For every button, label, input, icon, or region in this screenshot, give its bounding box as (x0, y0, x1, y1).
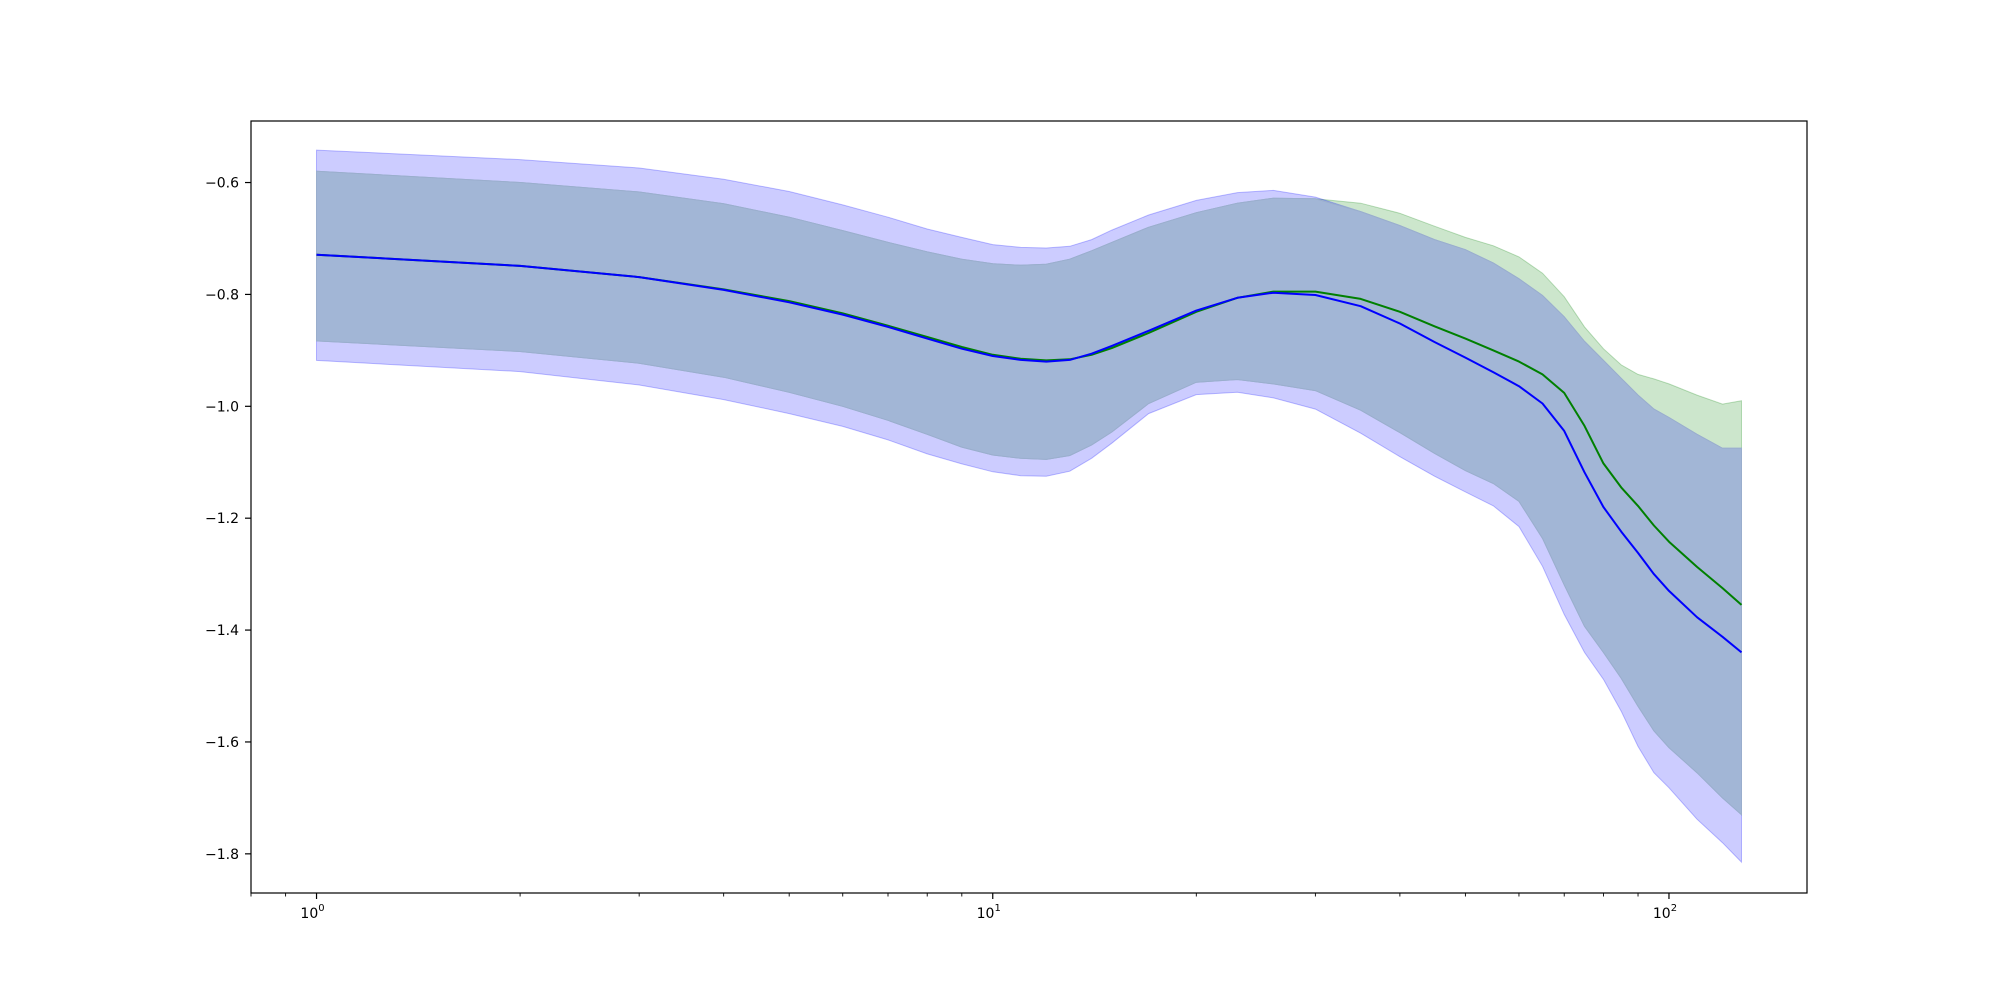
x-tick-label: 102 (1653, 903, 1677, 922)
x-axis: 100 101 102 (250, 893, 1677, 922)
series-lines (316, 253, 1743, 654)
y-tick-label: −1.6 (205, 735, 239, 751)
overlap-confidence-band (316, 170, 1742, 816)
plot-frame (250, 120, 1808, 894)
y-tick-label: −1.0 (205, 399, 239, 415)
y-axis: −0.6 −0.8 −1.0 −1.2 −1.4 −1.6 −1.8 (205, 176, 251, 863)
y-tick-label: −1.4 (205, 623, 239, 639)
x-tick-label: 100 (300, 903, 324, 922)
y-tick-label: −1.2 (205, 511, 239, 527)
y-tick-label: −0.8 (205, 287, 239, 303)
blue-series-line (316, 253, 1743, 654)
green-series-line (316, 253, 1743, 606)
x-tick-label: 101 (977, 903, 1001, 922)
y-tick-label: −0.6 (205, 176, 239, 192)
y-tick-label: −1.8 (205, 847, 239, 863)
confidence-bands (316, 149, 1742, 864)
